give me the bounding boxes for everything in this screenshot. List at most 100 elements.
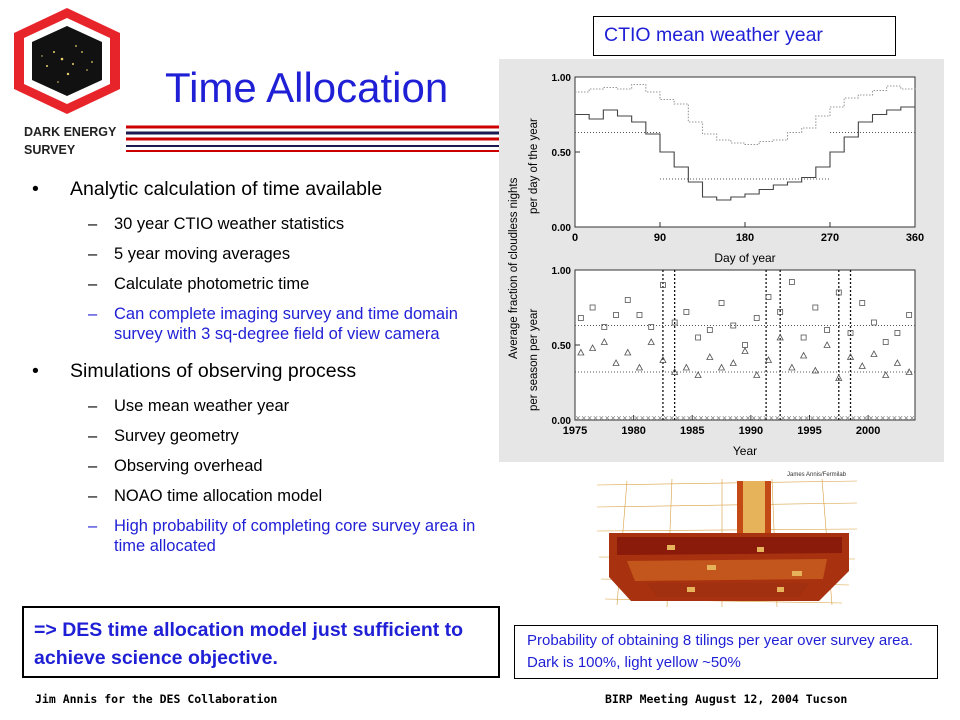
baseline-marker [605,415,610,421]
x-tick-label: 180 [736,232,754,244]
point-triangle [870,350,878,357]
sub-bullet: –5 year moving averages [88,245,291,263]
baseline-marker [892,415,897,421]
baseline-marker [880,415,885,421]
point-square [788,279,795,285]
baseline-marker [863,415,868,421]
y-axis-label: Average fraction of cloudless nights [508,177,520,359]
baseline-marker [886,415,891,421]
title-rule [126,122,506,156]
bullet-list: • Analytic calculation of time available … [30,172,490,556]
baseline-marker [757,415,762,421]
baseline-marker [699,415,704,421]
baseline-marker [716,415,721,421]
point-triangle [753,371,761,378]
point-triangle [635,363,644,371]
baseline-marker [728,415,733,421]
point-square [906,312,913,318]
point-triangle [729,359,737,366]
baseline-marker [816,415,821,421]
baseline-marker [763,415,768,421]
baseline-marker [663,415,668,421]
baseline-marker [581,415,586,421]
sub-bullet-text: NOAO time allocation model [114,487,323,505]
sub-bullet: – Calculate photometric time [88,275,310,293]
point-square [706,327,713,333]
baseline-marker [669,415,674,421]
point-square [871,319,877,326]
footer-right: BIRP Meeting August 12, 2004 Tucson [605,692,848,706]
point-triangle [846,353,855,360]
x-tick-label: 270 [821,232,839,244]
point-triangle [659,356,667,363]
baseline-marker [646,415,651,421]
point-square [777,309,784,315]
baseline-marker [657,415,663,421]
conclusion-box: => DES time allocation model just suffic… [22,606,500,678]
weather-plots: 0 90 180 270 360 0.00 0.50 1.00 1975 1980 1985 199… [499,59,944,462]
sub-bullet-text: Can complete imaging survey and time dom… [114,305,458,343]
baseline-marker [804,415,809,421]
baseline-marker [675,415,680,421]
sub-bullet: – NOAO time allocation model [88,487,323,505]
baseline-marker [593,415,598,421]
point-triangle [717,363,726,371]
point-square [648,324,655,330]
point-triangle [905,368,913,375]
x-axis-label-bottom: Year [733,444,757,458]
panel-top-frame [574,76,916,228]
logo-line-2: SURVEY [24,143,76,157]
point-square [671,319,678,326]
panel-bottom: 1975 1980 1985 1990 1995 2000 0.00 0.50 1.00 [552,266,916,437]
panel-top: 0 90 180 270 360 0.00 0.50 1.00 [552,73,925,244]
point-triangle [682,363,691,371]
baseline-marker [734,415,739,421]
point-square [859,300,866,306]
baseline-marker [628,415,633,421]
baseline-marker [722,415,727,421]
point-triangle [670,368,679,375]
sub-bullet-text: Observing overhead [114,457,263,475]
baseline-marker [910,415,915,421]
des-logo: DARK ENERGY SURVEY [2,4,142,164]
sub-bullet-text: Survey geometry [114,427,239,445]
baseline-marker [740,415,745,421]
point-triangle [706,353,714,360]
baseline-marker [833,415,838,421]
point-triangle [612,359,620,366]
baseline-marker [587,415,592,421]
point-square [718,300,725,306]
point-square [765,294,772,300]
point-triangle [600,338,608,345]
baseline-marker [769,415,774,421]
baseline-marker [869,415,874,421]
baseline-marker [751,415,756,421]
point-square [577,315,584,321]
ctio-label: CTIO mean weather year [593,16,896,56]
sub-bullet-highlight: – Can complete imaging survey and time do… [88,305,458,343]
point-triangle [835,374,843,381]
x-tick-label: 90 [654,232,666,244]
baseline-marker [693,415,698,421]
point-triangle [694,371,702,378]
sub-bullet-text: 5 year moving averages [114,245,291,263]
y-tick-label: 0.50 [552,148,572,159]
baseline-marker [874,415,879,421]
baseline-marker [704,415,709,421]
y-tick-label: 0.00 [552,223,572,234]
y-axis-sublabel-top: per day of the year [528,118,540,214]
point-triangle [858,362,866,369]
point-triangle [811,366,820,374]
point-square [824,327,830,333]
point-square [730,322,737,329]
bullet-2: • Simulations of observing process [32,360,357,382]
sub-bullet-text: 30 year CTIO weather statistics [114,215,345,233]
point-triangle [776,333,784,341]
bullet-2-text: Simulations of observing process [70,360,357,382]
baseline-marker [904,415,909,421]
point-triangle [882,371,890,378]
point-triangle [741,347,749,354]
sub-bullet-text: Calculate photometric time [114,275,310,293]
baseline-marker [745,415,750,421]
baseline-marker [792,415,797,421]
